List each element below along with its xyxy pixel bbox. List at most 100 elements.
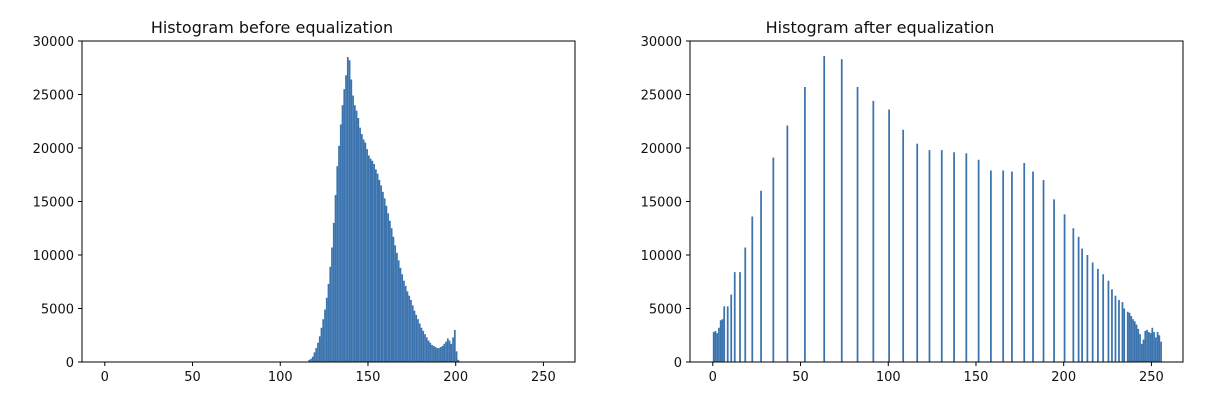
histogram-bar: [371, 160, 374, 362]
histogram-bar: [1147, 332, 1150, 362]
histogram-bar: [357, 118, 360, 362]
histogram-bar: [760, 190, 762, 362]
histogram-bar: [350, 79, 353, 363]
histogram-bar: [367, 155, 370, 362]
histogram-bar: [364, 142, 367, 362]
histogram-bar: [383, 198, 386, 362]
histogram-bar: [327, 283, 330, 362]
histogram-bar: [389, 220, 391, 362]
histogram-bar: [714, 330, 717, 362]
y-tick-label: 30000: [33, 35, 74, 50]
histogram-bar: [965, 153, 968, 362]
histogram-bar: [1123, 308, 1126, 362]
histogram-bar: [359, 127, 361, 362]
histogram-bar: [352, 95, 354, 362]
histogram-bar: [324, 309, 326, 362]
histogram-bar: [953, 152, 955, 362]
histogram-bar: [362, 139, 365, 362]
histogram-bar: [940, 150, 943, 362]
histogram-bar: [380, 185, 383, 362]
histogram-bar: [334, 195, 337, 362]
histogram-bar: [434, 347, 437, 362]
histogram-bar: [410, 299, 412, 362]
histogram-bar: [1091, 262, 1094, 362]
histogram-bar: [343, 89, 346, 363]
histogram-bar: [786, 125, 789, 362]
x-tick-label: 200: [1051, 370, 1076, 385]
histogram-bar: [397, 260, 400, 362]
histogram-bar: [378, 180, 381, 362]
histogram-bar: [1118, 299, 1120, 362]
histogram-bar: [457, 359, 460, 362]
histogram-bar: [1032, 171, 1034, 362]
histogram-bar: [1130, 315, 1133, 362]
histogram-bar: [313, 352, 316, 362]
histogram-bar: [916, 143, 919, 362]
histogram-bar: [977, 159, 980, 362]
histogram-bar: [392, 236, 395, 362]
histogram-bar: [1154, 337, 1157, 362]
histogram-bar: [718, 327, 720, 362]
x-tick-label: 200: [443, 370, 468, 385]
histogram-bar: [733, 272, 736, 362]
histogram-bar: [726, 306, 729, 362]
histogram-bar: [346, 57, 349, 363]
histogram-bar: [360, 134, 363, 362]
histogram-bar: [374, 169, 377, 362]
histogram-bar: [452, 337, 454, 362]
histogram-bar: [856, 87, 859, 362]
histogram-bar: [338, 145, 340, 362]
histogram-bar: [404, 286, 407, 362]
histogram-bar: [415, 314, 418, 362]
histogram-bar: [308, 359, 311, 362]
histogram-bar: [928, 150, 931, 362]
histogram-bar: [420, 327, 423, 362]
histogram-bar: [1158, 335, 1161, 362]
histogram-bar: [311, 356, 314, 362]
histogram-bar: [712, 332, 715, 362]
histogram-bar: [1053, 199, 1055, 362]
histogram-bar: [445, 341, 447, 362]
histogram-bar: [341, 105, 344, 362]
histogram-bar: [332, 222, 335, 362]
histogram-bar: [339, 124, 342, 363]
histogram-bar: [425, 337, 428, 362]
histogram-bar: [1107, 280, 1110, 362]
y-tick-label: 25000: [641, 89, 682, 104]
histogram-bar: [739, 272, 741, 362]
histogram-bar: [394, 245, 397, 362]
histogram-bar: [413, 310, 416, 362]
x-tick-label: 250: [1139, 370, 1164, 385]
histogram-bar: [432, 345, 435, 362]
histogram-bar: [1081, 248, 1083, 362]
histogram-bar: [376, 173, 379, 362]
histogram-bar: [322, 319, 325, 362]
histogram-bar: [427, 340, 430, 362]
y-tick-label: 15000: [33, 196, 74, 211]
y-tick-label: 10000: [33, 249, 74, 264]
histogram-after-equalization: Histogram after equalization 0 50 100 150 20…: [641, 18, 1184, 385]
histogram-bar: [1156, 332, 1159, 362]
histogram-bar: [408, 295, 411, 362]
histogram-bar: [1077, 236, 1080, 362]
histogram-bar: [396, 252, 398, 362]
histogram-bar: [804, 87, 806, 362]
histogram-bar: [331, 247, 333, 362]
histogram-bar: [366, 149, 368, 362]
histogram-bar: [401, 274, 404, 362]
histogram-bar: [403, 280, 405, 362]
x-tick-label: 100: [268, 370, 293, 385]
histogram-bar: [373, 164, 375, 362]
histogram-bar: [1139, 334, 1141, 362]
histogram-bar: [1149, 333, 1152, 362]
histogram-bar: [441, 345, 444, 362]
histogram-bar: [888, 109, 890, 362]
histogram-bar: [716, 333, 719, 362]
histogram-bar: [399, 267, 402, 362]
histogram-bar: [431, 344, 433, 362]
histogram-bar: [315, 348, 318, 362]
x-tick-label: 100: [876, 370, 901, 385]
histogram-bar: [345, 75, 347, 363]
x-tick-label: 0: [101, 370, 109, 385]
